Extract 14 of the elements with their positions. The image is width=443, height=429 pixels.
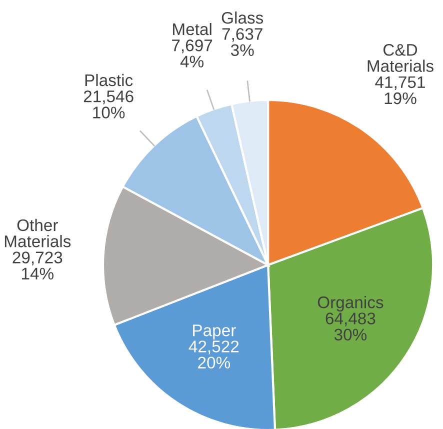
data-label: 21,546 10% (84, 90, 134, 118)
slice-label: C&D Materials (368, 44, 434, 72)
slice-label: Paper (193, 324, 236, 340)
data-label: 7,697 4% (172, 40, 212, 68)
data-label: 42,522 20% (188, 340, 239, 369)
slice-label: Organics (318, 296, 384, 312)
data-label: 64,483 30% (326, 312, 376, 341)
data-label: 7,637 3% (222, 28, 262, 56)
slice-label: Glass (222, 12, 264, 24)
slice-label: Metal (173, 22, 212, 36)
slice-label: Plastic (85, 74, 133, 86)
slice-label: Other Materials (4, 218, 71, 248)
data-label: 29,723 14% (12, 252, 62, 280)
data-label: 41,751 19% (375, 76, 425, 104)
